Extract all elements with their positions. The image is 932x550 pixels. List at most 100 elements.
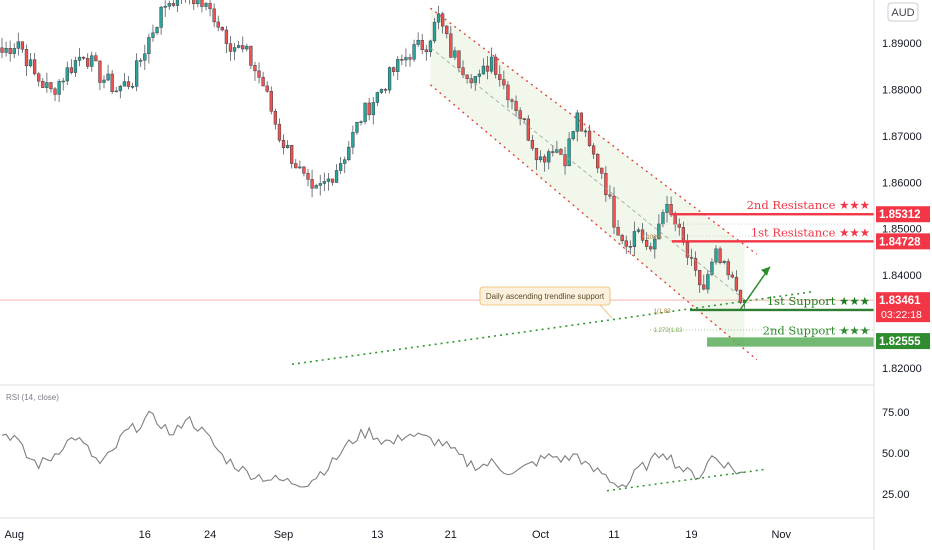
candle-body <box>551 151 555 153</box>
candle-body <box>575 112 579 132</box>
candle <box>730 271 734 279</box>
candle-body <box>212 8 216 23</box>
candle-body <box>130 86 135 88</box>
candle-body <box>559 149 563 155</box>
candle <box>494 53 498 79</box>
candle <box>326 173 331 191</box>
candle <box>726 258 730 280</box>
candle-body <box>294 163 298 169</box>
candle-body <box>526 118 530 141</box>
candle <box>604 166 608 202</box>
candle <box>171 0 176 8</box>
candle <box>600 167 604 180</box>
candle <box>12 43 16 59</box>
price-tick-label: 1.87000 <box>882 131 922 143</box>
candle-body <box>432 21 437 42</box>
time-tick-label: 19 <box>685 529 697 541</box>
candle-body <box>616 226 620 236</box>
candle-body <box>498 74 502 80</box>
annotation-box <box>479 286 611 306</box>
candle-body <box>673 214 677 225</box>
candle <box>608 185 612 200</box>
candle-body <box>163 6 167 8</box>
price-tick-label: 1.85000 <box>882 224 922 236</box>
candle <box>147 33 151 64</box>
candle <box>628 240 632 255</box>
candle-body <box>224 29 229 44</box>
price-tick-label: 1.86000 <box>882 177 922 189</box>
candle <box>620 233 624 245</box>
candle <box>449 26 453 58</box>
candle-body <box>657 223 661 240</box>
candle <box>118 84 122 99</box>
support-1-label: 1st Support ★★★ <box>767 294 870 308</box>
candle <box>196 0 200 8</box>
candle <box>677 218 681 236</box>
candle <box>265 81 269 93</box>
candle <box>208 0 212 17</box>
candle <box>53 86 57 102</box>
resistance-2-price-bg <box>876 206 930 223</box>
candle-body <box>481 65 486 75</box>
candle-body <box>612 195 616 228</box>
candle-body <box>538 156 543 161</box>
current-price-bg <box>876 292 930 323</box>
candle <box>204 2 208 11</box>
candle <box>738 289 743 305</box>
candle-body <box>665 204 669 213</box>
candle <box>347 141 351 162</box>
candle <box>159 5 163 35</box>
candle-body <box>94 55 98 62</box>
candle-body <box>134 60 139 87</box>
candle <box>343 156 347 174</box>
candle <box>596 153 600 174</box>
candle <box>151 24 155 42</box>
candle <box>306 168 310 187</box>
candle-body <box>734 276 739 291</box>
candle <box>20 41 25 54</box>
annotation-pointer <box>599 304 613 319</box>
candle-body <box>400 59 404 61</box>
candle <box>175 0 180 12</box>
candle-body <box>65 67 69 82</box>
candle-body <box>53 88 57 95</box>
candle <box>163 0 167 18</box>
candle <box>579 112 584 132</box>
time-tick-label: Aug <box>4 529 24 541</box>
candle <box>481 58 486 75</box>
candle <box>669 196 673 218</box>
candle <box>526 114 530 142</box>
rsi-line <box>1 410 745 489</box>
candle <box>81 56 86 60</box>
candle <box>94 52 98 62</box>
candle <box>130 82 135 89</box>
candle <box>506 81 510 108</box>
candle <box>232 42 237 61</box>
candle-body <box>465 74 469 79</box>
resistance-1-price-bg <box>876 233 930 250</box>
candle-body <box>200 0 204 7</box>
candle-body <box>461 67 465 76</box>
candle <box>383 87 388 94</box>
candle <box>334 164 339 184</box>
candle <box>269 86 273 115</box>
currency-button[interactable]: AUD <box>887 2 919 22</box>
candle <box>518 107 522 126</box>
candle <box>290 145 294 169</box>
candle <box>563 146 567 175</box>
candle-body <box>220 26 224 31</box>
candle-body <box>122 81 127 87</box>
trendline-annotation: Daily ascending trendline support <box>479 286 613 319</box>
candle-body <box>16 41 20 49</box>
candle-body <box>669 204 673 216</box>
candle-body <box>604 173 608 196</box>
candle-body <box>661 212 665 225</box>
candle-body <box>567 138 571 167</box>
candle <box>167 0 171 10</box>
candle <box>285 140 290 149</box>
candle <box>73 56 78 77</box>
candle <box>436 5 441 30</box>
candle-body <box>640 229 645 241</box>
candle-body <box>228 43 233 52</box>
